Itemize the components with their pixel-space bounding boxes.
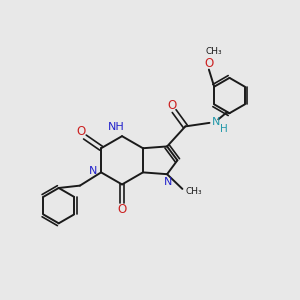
Text: N: N xyxy=(164,177,173,188)
Text: O: O xyxy=(117,203,127,216)
Text: N: N xyxy=(212,117,220,127)
Text: CH₃: CH₃ xyxy=(185,187,202,196)
Text: H: H xyxy=(220,124,227,134)
Text: NH: NH xyxy=(108,122,125,132)
Text: O: O xyxy=(167,99,176,112)
Text: N: N xyxy=(89,166,97,176)
Text: O: O xyxy=(76,125,85,138)
Text: O: O xyxy=(205,57,214,70)
Text: CH₃: CH₃ xyxy=(206,47,223,56)
